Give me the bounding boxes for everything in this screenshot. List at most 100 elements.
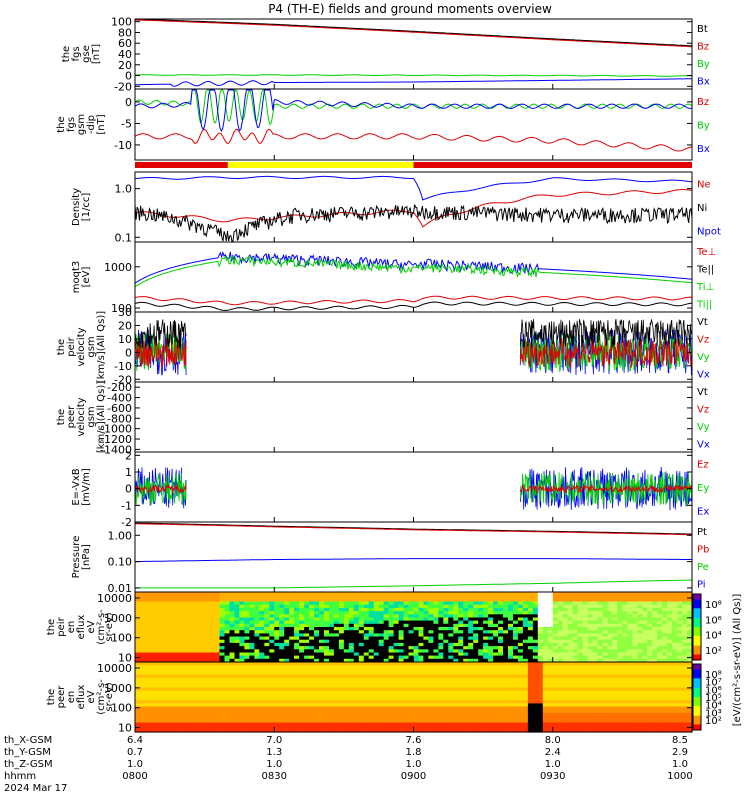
- spectrogram-cell: [508, 636, 514, 641]
- spectrogram-cell: [592, 665, 599, 669]
- spectrogram-cell: [637, 725, 643, 730]
- spectrogram-cell: [687, 671, 693, 676]
- spectrogram-cell: [149, 642, 156, 647]
- spectrogram-cell: [428, 693, 434, 698]
- spectrogram-cell: [517, 598, 524, 603]
- spectrogram-cell: [602, 728, 609, 733]
- spectrogram-cell: [423, 712, 429, 717]
- spectrogram-cell: [174, 617, 181, 622]
- spectrogram-cell: [547, 633, 554, 638]
- spectrogram-cell: [488, 652, 494, 657]
- spectrogram-cell: [174, 601, 181, 606]
- spectrogram-cell: [513, 614, 519, 619]
- spectrogram-cell: [209, 665, 216, 669]
- spectrogram-cell: [343, 662, 350, 666]
- spectrogram-cell: [667, 595, 673, 599]
- spectrogram-cell: [363, 700, 370, 704]
- spectrogram-cell: [214, 627, 221, 631]
- spectrogram-cell: [169, 722, 176, 727]
- spectrogram-cell: [657, 700, 663, 704]
- spectrogram-cell: [652, 633, 658, 638]
- spectrogram-cell: [468, 674, 474, 679]
- spectrogram-cell: [503, 719, 509, 724]
- spectrogram-cell: [234, 719, 241, 724]
- spectrogram-cell: [667, 614, 673, 619]
- spectrogram-cell: [388, 636, 395, 641]
- spectrogram-cell: [493, 598, 499, 603]
- spectrogram-cell: [473, 630, 479, 634]
- spectrogram-cell: [204, 674, 211, 679]
- spectrogram-cell: [229, 665, 236, 669]
- spectrogram-cell: [174, 671, 181, 676]
- spectrogram-cell: [532, 658, 539, 663]
- spectrogram-cell: [373, 700, 380, 704]
- spectrogram-cell: [204, 592, 211, 596]
- spectrogram-cell: [687, 703, 693, 708]
- spectrogram-cell: [607, 649, 614, 654]
- spectrogram-cell: [448, 706, 454, 711]
- spectrogram-cell: [622, 719, 628, 724]
- spectrogram-cell: [199, 697, 206, 701]
- spectrogram-cell: [159, 677, 166, 682]
- spectrogram-cell: [204, 639, 211, 644]
- spectrogram-cell: [547, 709, 554, 714]
- spectrogram-cell: [368, 725, 375, 730]
- spectrogram-cell: [324, 722, 330, 727]
- spectrogram-cell: [259, 617, 265, 622]
- spectrogram-cell: [199, 674, 206, 679]
- spectrogram-cell: [159, 719, 166, 724]
- spectrogram-cell: [537, 665, 544, 669]
- spectrogram-cell: [179, 671, 186, 676]
- spectrogram-cell: [503, 684, 509, 689]
- spectrogram-cell: [329, 719, 335, 724]
- spectrogram-cell: [363, 728, 370, 733]
- spectrogram-cell: [294, 684, 300, 689]
- spectrogram-cell: [667, 623, 673, 628]
- spectrogram-cell: [652, 687, 658, 692]
- spectrogram-cell: [368, 595, 375, 599]
- spectrogram-cell: [135, 627, 141, 631]
- spectrogram-cell: [428, 728, 434, 733]
- spectrogram-cell: [164, 658, 171, 663]
- spectrogram-cell: [194, 655, 201, 660]
- spectrogram-cell: [353, 684, 360, 689]
- spectrogram-cell: [353, 693, 360, 698]
- spectrogram-cell: [508, 712, 514, 717]
- spectrogram-cell: [612, 604, 618, 609]
- spectrogram-cell: [304, 706, 310, 711]
- spectrogram-cell: [513, 716, 519, 720]
- spectrogram-cell: [314, 601, 320, 606]
- spectrogram-cell: [453, 706, 459, 711]
- spectrogram-cell: [627, 697, 633, 701]
- spectrogram-cell: [184, 725, 191, 730]
- spectrogram-cell: [393, 719, 400, 724]
- spectrogram-cell: [299, 592, 305, 596]
- spectrogram-cell: [443, 677, 449, 682]
- spectrogram-cell: [522, 595, 529, 599]
- spectrogram-cell: [279, 627, 285, 631]
- spectrogram-cell: [179, 642, 186, 647]
- spectrogram-cell: [458, 671, 464, 676]
- spectrogram-cell: [508, 677, 514, 682]
- spectrogram-cell: [627, 604, 633, 609]
- spectrogram-cell: [199, 677, 206, 682]
- spectrogram-cell: [353, 662, 360, 666]
- spectrogram-cell: [537, 668, 544, 673]
- spectrogram-cell: [314, 620, 320, 625]
- spectrogram-cell: [677, 690, 683, 695]
- spectrogram-cell: [627, 658, 633, 663]
- spectrogram-cell: [159, 725, 166, 730]
- spectrogram-cell: [682, 719, 688, 724]
- spectrogram-cell: [642, 668, 648, 673]
- spectrogram-cell: [189, 677, 196, 682]
- spectrogram-cell: [189, 706, 196, 711]
- spectrogram-cell: [324, 595, 330, 599]
- spectrogram-cell: [677, 614, 683, 619]
- spectrogram-cell: [537, 719, 544, 724]
- spectrogram-cell: [194, 620, 201, 625]
- spectrogram-cell: [408, 681, 415, 685]
- spectrogram-cell: [259, 662, 265, 666]
- spectrogram-cell: [294, 687, 300, 692]
- spectrogram-cell: [219, 671, 226, 676]
- series-pb: [134, 523, 693, 536]
